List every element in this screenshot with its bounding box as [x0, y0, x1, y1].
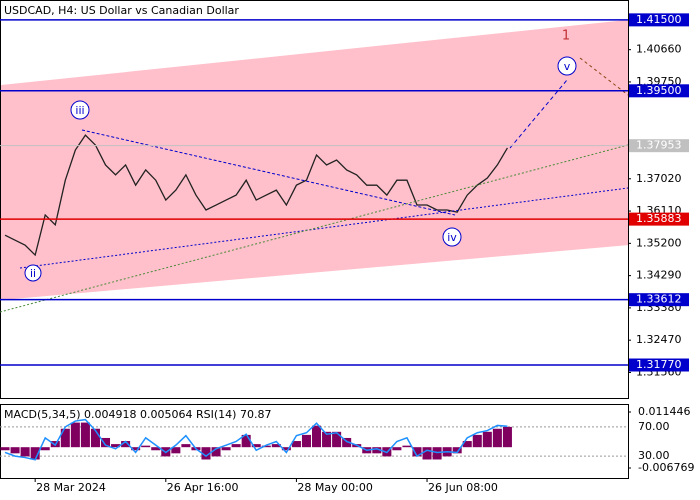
macd-bar [392, 447, 402, 451]
wave-circle [442, 227, 462, 247]
macd-bar [90, 428, 100, 448]
macd-bar [121, 441, 131, 448]
wave-label: iv [447, 231, 457, 244]
macd-bar [332, 431, 342, 448]
projection-line [579, 57, 629, 96]
macd-bar [141, 445, 151, 448]
macd-bar [201, 447, 211, 460]
wave-label: v [564, 60, 571, 73]
macd-bar [80, 422, 90, 448]
macd-bar [452, 447, 462, 454]
x-tick-label: 26 Jun 08:00 [428, 481, 498, 494]
rsi-line [4, 418, 508, 461]
macd-bar [111, 444, 121, 448]
macd-bar [10, 447, 20, 454]
chart-title: USDCAD, H4: US Dollar vs Canadian Dollar [4, 4, 239, 17]
macd-bar [502, 426, 512, 448]
level-tag [629, 13, 689, 27]
wave-circle [70, 100, 90, 120]
level-label: 1.41500 [636, 13, 682, 26]
macd-bar [181, 444, 191, 448]
macd-bar [422, 447, 432, 460]
level-label: 1.39500 [636, 84, 682, 97]
level-tag [629, 358, 689, 372]
y-tick-label: 0.011446 [638, 405, 691, 418]
wave-circle [24, 264, 42, 282]
level-tag [629, 212, 689, 226]
y2-tick-label: 30.00 [638, 449, 670, 462]
y-tick-label: 1.32470 [636, 333, 682, 346]
current-price-tag [629, 139, 689, 153]
macd-bar [462, 441, 472, 448]
macd-bar [40, 447, 50, 451]
macd-bar [492, 428, 502, 448]
macd-bar [261, 445, 271, 448]
level-tag [629, 84, 689, 98]
wave-label: ii [30, 267, 36, 280]
price-frame [0, 0, 629, 399]
y2-tick-label: 70.00 [638, 420, 670, 433]
x-tick-label: 28 May 00:00 [297, 481, 372, 494]
macd-bar [322, 431, 332, 448]
y-tick-label: -0.006769 [638, 461, 694, 474]
macd-bar [291, 441, 301, 448]
macd-bar [0, 447, 10, 451]
trend-line [0, 144, 629, 313]
macd-bar [171, 447, 181, 454]
macd-bar [30, 447, 40, 460]
macd-bar [412, 447, 422, 457]
y-tick-label: 1.40660 [636, 43, 682, 56]
macd-bar [211, 447, 221, 457]
price-panel [0, 19, 628, 301]
macd-bar [311, 425, 322, 448]
level-label: 1.31770 [636, 358, 682, 371]
macd-bar [271, 444, 281, 448]
wave-label: iii [75, 104, 84, 117]
y-tick-label: 1.35200 [636, 236, 682, 249]
macd-bar [281, 447, 291, 451]
macd-bar [241, 434, 251, 448]
macd-bar [221, 447, 231, 451]
indicator-frame [0, 404, 629, 479]
macd-bar [100, 437, 111, 448]
macd-bar [472, 434, 482, 448]
macd-bar [231, 444, 241, 448]
indicator-title: MACD(5,34,5) 0.004918 0.005064 RSI(14) 7… [4, 408, 271, 421]
macd-bar [131, 447, 141, 451]
y-tick-label: 1.37020 [636, 172, 682, 185]
x-tick-label: 26 Apr 16:00 [167, 481, 239, 494]
macd-bar [20, 447, 30, 457]
price-line [4, 134, 508, 257]
macd-bar [70, 422, 80, 448]
wave-circle [557, 56, 577, 76]
level-label: 1.33612 [636, 293, 682, 306]
level-label: 1.35883 [636, 212, 682, 225]
macd-bar [432, 447, 442, 460]
level-tag [629, 293, 689, 307]
macd-bar [151, 447, 161, 451]
macd-bar [372, 447, 382, 454]
macd-bar [251, 444, 261, 448]
macd-bar [402, 445, 412, 448]
macd-bar [342, 437, 352, 448]
current-price-label: 1.37953 [636, 139, 682, 152]
wave-label: 1 [562, 29, 570, 44]
macd-bar [482, 431, 492, 448]
y-tick-label: 1.34290 [636, 269, 682, 282]
trend-line [81, 129, 456, 216]
x-tick-label: 28 Mar 2024 [36, 481, 106, 494]
macd-bar [301, 434, 311, 448]
macd-bar [60, 428, 70, 448]
